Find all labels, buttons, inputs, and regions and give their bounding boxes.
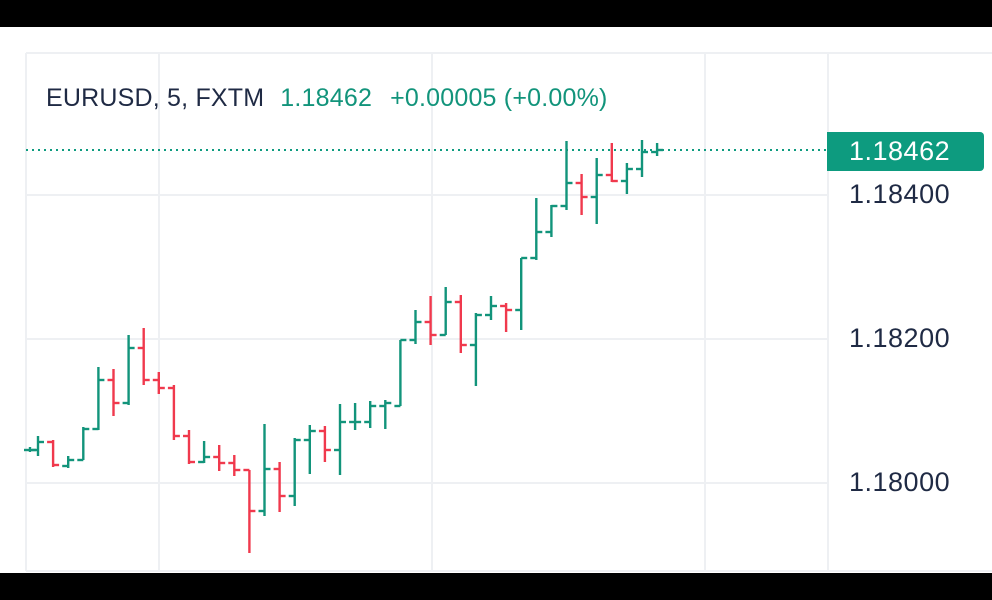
- current-price-tag: 1.18462: [827, 132, 984, 171]
- price-axis-label: 1.18200: [849, 323, 951, 353]
- price-axis-label: 1.18000: [849, 467, 951, 497]
- ohlc-bars: [24, 140, 664, 553]
- ohlc-plot[interactable]: [0, 27, 992, 573]
- chart-legend: EURUSD, 5, FXTM 1.18462 +0.00005 (+0.00%…: [46, 84, 608, 113]
- price-axis-label: 1.18400: [849, 179, 951, 209]
- chart-panel: EURUSD, 5, FXTM 1.18462 +0.00005 (+0.00%…: [0, 27, 992, 573]
- price-change: +0.00005 (+0.00%): [390, 84, 608, 112]
- grid: [25, 52, 992, 572]
- last-price: 1.18462: [280, 84, 373, 112]
- symbol-label[interactable]: EURUSD, 5, FXTM: [46, 84, 265, 112]
